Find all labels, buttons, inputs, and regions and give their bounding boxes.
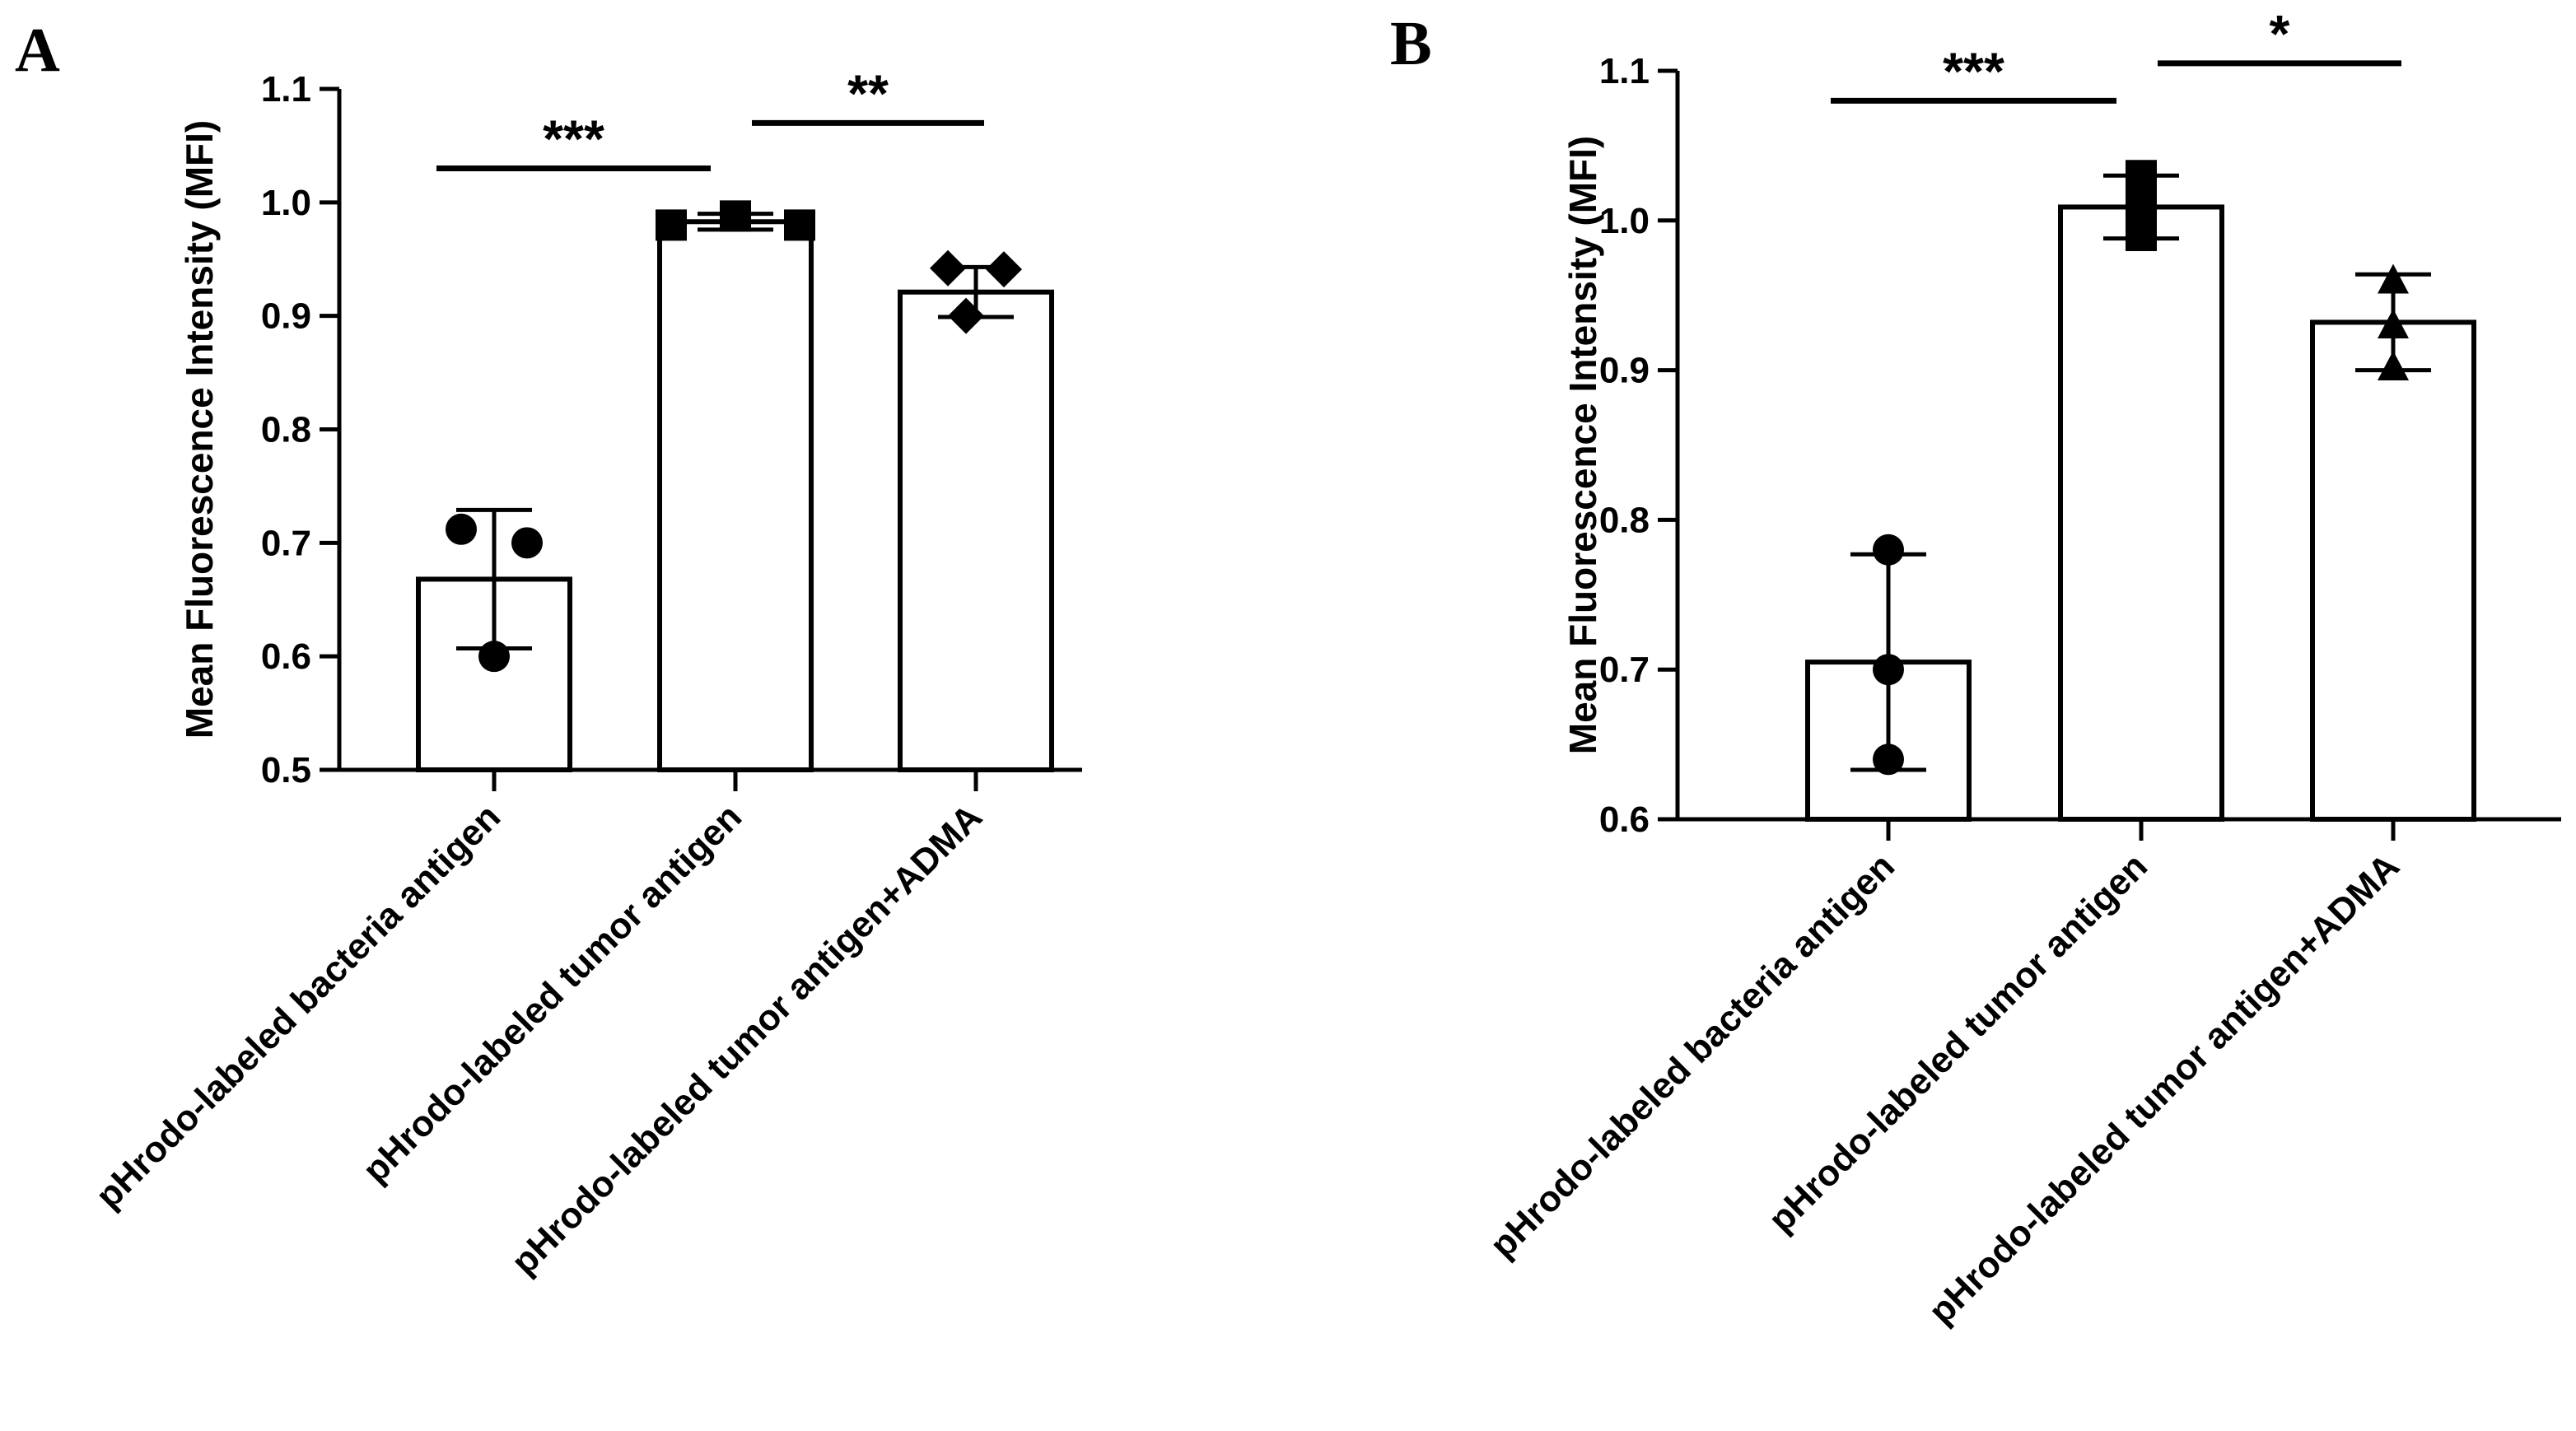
bar-3 bbox=[2310, 319, 2476, 822]
bar-2 bbox=[657, 219, 814, 772]
data-point bbox=[784, 209, 815, 241]
significance-label: *** bbox=[1943, 41, 2004, 100]
y-tick-label: 0.8 bbox=[261, 410, 311, 450]
data-point bbox=[2378, 350, 2409, 380]
category-label-3: pHrodo-labeled tumor antigen+ADMA bbox=[504, 796, 990, 1282]
y-tick-label: 0.8 bbox=[1599, 500, 1650, 540]
panel-b-label: B bbox=[1390, 9, 1432, 78]
category-label-1: pHrodo-labeled bacteria antigen bbox=[1482, 846, 1902, 1266]
panel-a-label: A bbox=[15, 16, 60, 85]
y-tick-label: 0.9 bbox=[261, 296, 311, 337]
y-tick-label: 0.7 bbox=[1599, 650, 1650, 690]
data-point bbox=[656, 209, 687, 241]
data-point bbox=[2378, 309, 2409, 339]
y-tick-label: 0.7 bbox=[261, 523, 311, 563]
data-point bbox=[948, 297, 984, 334]
y-tick-label: 0.5 bbox=[261, 750, 311, 790]
data-point bbox=[2378, 263, 2409, 294]
significance-label: * bbox=[2270, 4, 2290, 63]
significance-label: *** bbox=[543, 109, 604, 168]
category-label-3: pHrodo-labeled tumor antigen+ADMA bbox=[1921, 846, 2407, 1331]
y-tick-label: 1.0 bbox=[1599, 201, 1650, 241]
data-point bbox=[2126, 189, 2157, 221]
data-point bbox=[1873, 743, 1904, 776]
data-point bbox=[986, 251, 1022, 288]
category-label-1: pHrodo-labeled bacteria antigen bbox=[88, 796, 508, 1216]
y-axis-title: Mean Fluorescence Intensity (MFI) bbox=[178, 120, 221, 739]
significance-label: ** bbox=[847, 63, 889, 123]
data-point bbox=[2126, 219, 2157, 251]
data-point bbox=[1873, 654, 1904, 686]
panel-b: B 0.6 0.7 0.8 0.9 1.0 1.1 Mean Fluorescence In… bbox=[1390, 4, 2561, 1332]
data-point bbox=[930, 249, 966, 287]
data-point bbox=[446, 513, 477, 545]
y-tick-label: 0.9 bbox=[1599, 351, 1650, 391]
y-tick-label: 1.1 bbox=[1599, 51, 1650, 91]
category-label-2: pHrodo-labeled tumor antigen bbox=[355, 796, 749, 1191]
data-point bbox=[720, 200, 751, 232]
data-point bbox=[511, 527, 543, 559]
bar-2 bbox=[2058, 204, 2224, 823]
y-tick-label: 1.0 bbox=[261, 183, 311, 223]
data-point bbox=[2126, 160, 2157, 192]
y-axis-title: Mean Fluorescence Intensity (MFI) bbox=[1561, 136, 1604, 754]
y-tick-label: 1.1 bbox=[261, 69, 311, 110]
y-tick-label: 0.6 bbox=[261, 636, 311, 677]
bar-3 bbox=[898, 289, 1054, 772]
panel-a: A 0.5 0.6 0.7 0.8 0.9 1.0 1.1 Mean Fluorescence… bbox=[15, 16, 1082, 1283]
y-tick-label: 0.6 bbox=[1599, 799, 1650, 840]
data-point bbox=[1873, 534, 1904, 566]
data-point bbox=[478, 641, 510, 673]
